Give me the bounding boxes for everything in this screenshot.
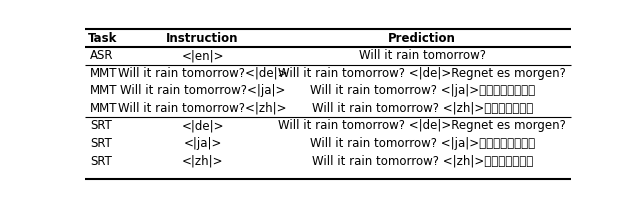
Text: Will it rain tomorrow? <|de|>Regnet es morgen?: Will it rain tomorrow? <|de|>Regnet es m…	[278, 67, 566, 80]
Text: <|en|>: <|en|>	[181, 49, 224, 62]
Text: <|de|>: <|de|>	[181, 119, 224, 132]
Text: Will it rain tomorrow?: Will it rain tomorrow?	[359, 49, 486, 62]
Text: MMT: MMT	[90, 102, 117, 115]
Text: Will it rain tomorrow? <|zh|>明天会下雨吗？: Will it rain tomorrow? <|zh|>明天会下雨吗？	[312, 102, 533, 115]
Text: Will it rain tomorrow? <|ja|>明日は、雨かな？: Will it rain tomorrow? <|ja|>明日は、雨かな？	[310, 84, 535, 97]
Text: Instruction: Instruction	[166, 32, 239, 45]
Text: Will it rain tomorrow?<|zh|>: Will it rain tomorrow?<|zh|>	[118, 102, 287, 115]
Text: Will it rain tomorrow? <|de|>Regnet es morgen?: Will it rain tomorrow? <|de|>Regnet es m…	[278, 119, 566, 132]
Text: <|zh|>: <|zh|>	[182, 154, 223, 167]
Text: SRT: SRT	[90, 154, 112, 167]
Text: Will it rain tomorrow?<|ja|>: Will it rain tomorrow?<|ja|>	[120, 84, 285, 97]
Text: SRT: SRT	[90, 137, 112, 150]
Text: <|ja|>: <|ja|>	[183, 137, 221, 150]
Text: Will it rain tomorrow?<|de|>: Will it rain tomorrow?<|de|>	[118, 67, 287, 80]
Text: MMT: MMT	[90, 67, 117, 80]
Text: MMT: MMT	[90, 84, 117, 97]
Text: Task: Task	[88, 32, 117, 45]
Text: ASR: ASR	[90, 49, 113, 62]
Text: Will it rain tomorrow? <|zh|>明天会下雨吗？: Will it rain tomorrow? <|zh|>明天会下雨吗？	[312, 154, 533, 167]
Text: Will it rain tomorrow? <|ja|>明日は、雨かな？: Will it rain tomorrow? <|ja|>明日は、雨かな？	[310, 137, 535, 150]
Text: Prediction: Prediction	[388, 32, 456, 45]
Text: SRT: SRT	[90, 119, 112, 132]
